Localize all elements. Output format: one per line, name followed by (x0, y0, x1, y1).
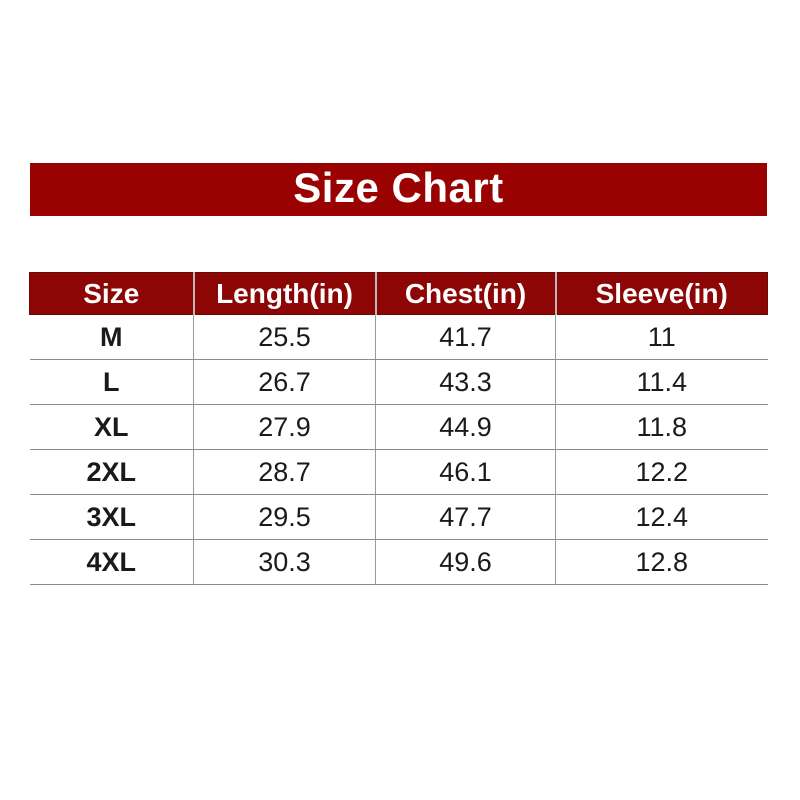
table-row-2xl: 2XL 28.7 46.1 12.2 (29, 449, 768, 495)
column-header-sleeve: Sleeve(in) (555, 272, 768, 315)
size-cell: M (29, 314, 194, 360)
chest-cell: 41.7 (375, 314, 556, 360)
chest-cell: 43.3 (375, 359, 556, 405)
size-table: Size Length(in) Chest(in) Sleeve(in) M 2… (29, 272, 768, 585)
size-cell: 2XL (29, 449, 194, 495)
length-cell: 27.9 (193, 404, 376, 450)
length-cell: 25.5 (193, 314, 376, 360)
sleeve-cell: 12.2 (555, 449, 768, 495)
sleeve-cell: 11.4 (555, 359, 768, 405)
length-cell: 29.5 (193, 494, 376, 540)
chest-cell: 49.6 (375, 539, 556, 585)
table-row-l: L 26.7 43.3 11.4 (29, 359, 768, 405)
length-cell: 30.3 (193, 539, 376, 585)
column-header-length: Length(in) (193, 272, 377, 315)
table-header-row: Size Length(in) Chest(in) Sleeve(in) (29, 272, 768, 315)
table-row-xl: XL 27.9 44.9 11.8 (29, 404, 768, 450)
size-cell: 4XL (29, 539, 194, 585)
table-row-4xl: 4XL 30.3 49.6 12.8 (29, 539, 768, 585)
page-title: Size Chart (293, 164, 504, 211)
table-row-3xl: 3XL 29.5 47.7 12.4 (29, 494, 768, 540)
chest-cell: 47.7 (375, 494, 556, 540)
sleeve-cell: 11 (555, 314, 768, 360)
size-cell: L (29, 359, 194, 405)
length-cell: 26.7 (193, 359, 376, 405)
size-chart-banner: Size Chart (30, 163, 767, 216)
column-header-chest: Chest(in) (375, 272, 557, 315)
sleeve-cell: 11.8 (555, 404, 768, 450)
chest-cell: 44.9 (375, 404, 556, 450)
sleeve-cell: 12.8 (555, 539, 768, 585)
size-cell: XL (29, 404, 194, 450)
column-header-size: Size (29, 272, 195, 315)
sleeve-cell: 12.4 (555, 494, 768, 540)
chest-cell: 46.1 (375, 449, 556, 495)
length-cell: 28.7 (193, 449, 376, 495)
size-cell: 3XL (29, 494, 194, 540)
table-row-m: M 25.5 41.7 11 (29, 314, 768, 360)
